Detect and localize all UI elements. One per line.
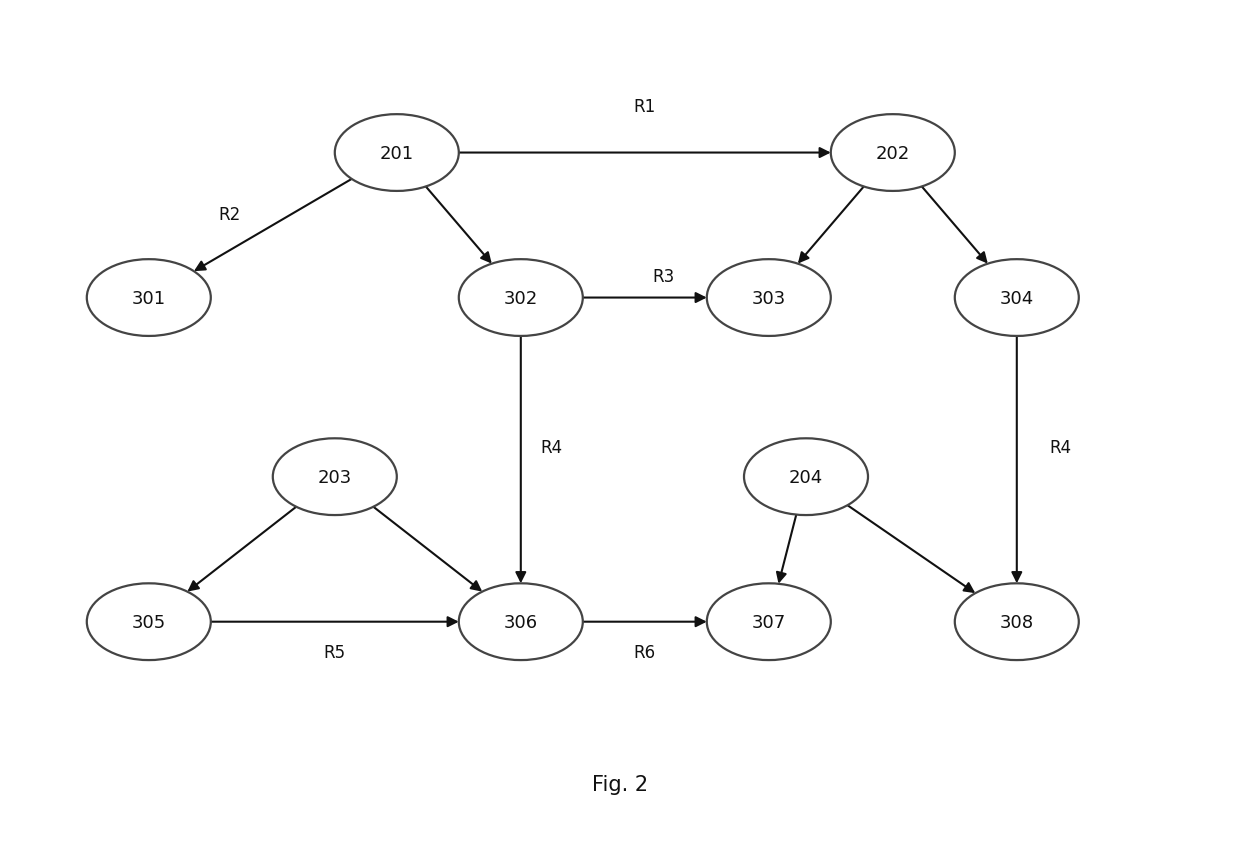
Text: 306: 306: [503, 613, 538, 631]
Text: 307: 307: [751, 613, 786, 631]
Text: R4: R4: [541, 438, 563, 457]
Ellipse shape: [459, 584, 583, 660]
Text: 305: 305: [131, 613, 166, 631]
Text: R6: R6: [634, 642, 656, 661]
Ellipse shape: [744, 439, 868, 515]
Text: 303: 303: [751, 289, 786, 308]
Ellipse shape: [87, 260, 211, 337]
Ellipse shape: [831, 115, 955, 192]
Text: R2: R2: [218, 205, 241, 224]
Ellipse shape: [459, 260, 583, 337]
Ellipse shape: [955, 584, 1079, 660]
Ellipse shape: [335, 115, 459, 192]
Text: R3: R3: [652, 268, 675, 286]
Text: 301: 301: [131, 289, 166, 308]
Text: Fig. 2: Fig. 2: [591, 774, 649, 794]
Ellipse shape: [273, 439, 397, 515]
Text: 202: 202: [875, 144, 910, 163]
Text: R5: R5: [324, 642, 346, 661]
Ellipse shape: [707, 260, 831, 337]
Text: 308: 308: [999, 613, 1034, 631]
Text: R1: R1: [634, 97, 656, 116]
Text: 203: 203: [317, 468, 352, 486]
Ellipse shape: [955, 260, 1079, 337]
Text: R4: R4: [1049, 438, 1071, 457]
Ellipse shape: [87, 584, 211, 660]
Ellipse shape: [707, 584, 831, 660]
Text: 302: 302: [503, 289, 538, 308]
Text: 201: 201: [379, 144, 414, 163]
Text: 204: 204: [789, 468, 823, 486]
Text: 304: 304: [999, 289, 1034, 308]
